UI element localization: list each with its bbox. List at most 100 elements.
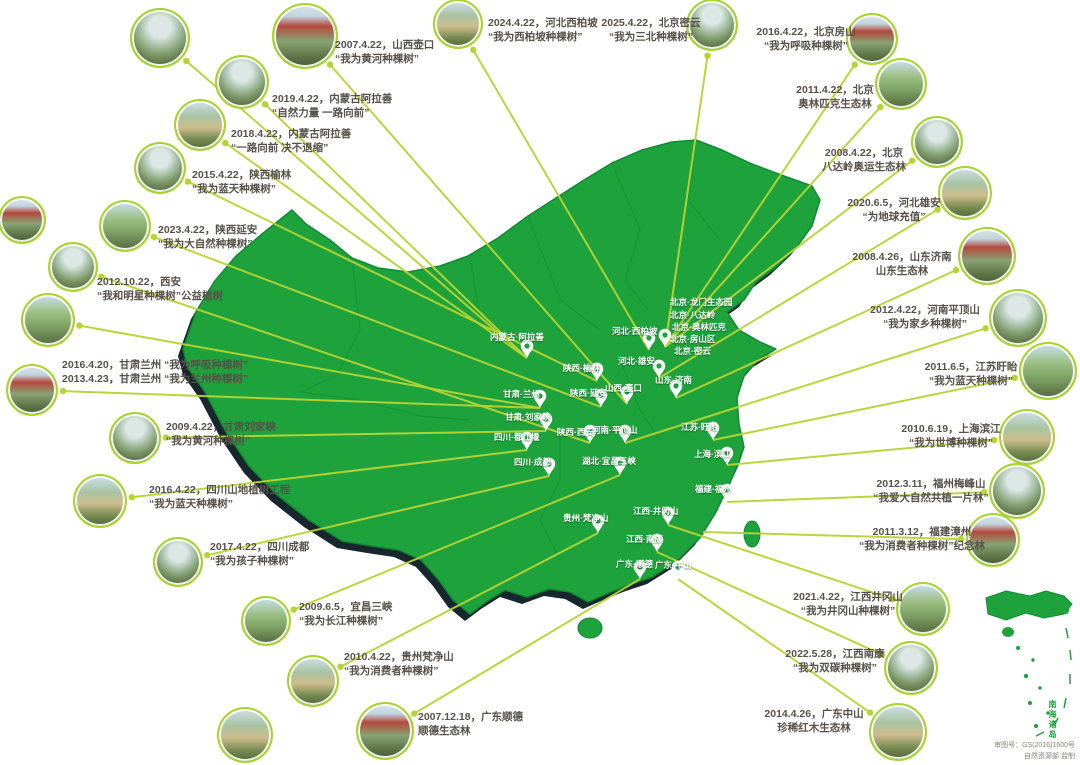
map-producer: 自然资源部 监制 [1024, 753, 1075, 761]
event-photo [134, 142, 186, 194]
event-slogan: 2013.4.23，甘肃兰州 “我为兰州种棵树” [62, 373, 249, 386]
location-pin-dot [673, 383, 679, 389]
location-pin-icon [633, 560, 647, 579]
location-pin-icon [658, 328, 672, 347]
event-photo [0, 196, 46, 244]
location-pin-dot [654, 537, 660, 543]
connector-dot [150, 233, 158, 241]
event-photo [217, 707, 273, 763]
map-location-label: 广东·顺德 [616, 559, 653, 569]
connector-dot [957, 535, 965, 543]
event-date-place: 2023.4.22，陕西延安 [158, 224, 258, 236]
event-slogan: “我为孩子种棵树” [210, 555, 294, 568]
event-photo [911, 116, 963, 168]
map-location-label: 上海·滨江 [694, 449, 731, 459]
connector-line [726, 491, 985, 503]
connector-dot [98, 273, 105, 280]
connector-line [624, 327, 986, 444]
event-label: 2014.4.26，广东中山 珍稀红木生态林 [738, 707, 890, 735]
event-label: 2008.4.22，北京 八达岭奥运生态林 [800, 146, 928, 174]
event-photo [241, 596, 291, 646]
map-location-label: 江西·井冈山 [633, 506, 679, 516]
event-slogan: “我为井冈山种棵树” [800, 605, 896, 618]
event-photo [1019, 342, 1077, 400]
event-date-place: 2020.6.5，河北雄安 [847, 197, 941, 209]
connector-line [340, 532, 599, 668]
event-label: 2015.4.22，陕西榆林 “我为蓝天种棵树” [192, 168, 291, 196]
location-pin-icon [539, 412, 553, 431]
map-location-label: 北京·房山区 [670, 334, 716, 344]
connector-line [712, 376, 1015, 441]
location-pin-dot [524, 435, 530, 441]
event-slogan: “我为大自然种棵树” [158, 238, 253, 251]
connector-line [664, 106, 882, 348]
event-label: 2011.3.12，福建漳州 “我为消费者种棵树”纪念林 [843, 525, 1001, 553]
location-pin-icon [533, 389, 547, 408]
event-photo [686, 0, 738, 51]
event-date-place: 2018.4.22，内蒙古阿拉善 [231, 128, 352, 140]
connector-dot [326, 61, 334, 68]
connector-dot [866, 709, 874, 716]
map-location-label: 福建·福州 [695, 484, 732, 494]
event-slogan: “我为世博种棵树” [909, 437, 993, 450]
event-date-place: 2007.4.22，山西壶口 [335, 39, 435, 51]
event-photo [869, 703, 927, 761]
location-pin-dot [617, 460, 623, 466]
connector-line [264, 103, 528, 359]
event-photo [896, 582, 950, 636]
map-location-label: 广东·中山 [655, 560, 692, 570]
connector-dot [469, 46, 477, 54]
map-location-label: 陕西·榆林 [563, 363, 600, 373]
connector-dot [877, 103, 884, 111]
connector-line [153, 236, 602, 408]
event-label: 2008.4.26，山东济南 山东生态林 [838, 250, 966, 278]
south-china-sea-label: 南海诸岛 [1048, 700, 1057, 740]
event-slogan: “我为消费者种棵树” [344, 665, 439, 678]
event-date-place: 2014.4.26，广东中山 [764, 708, 864, 720]
event-date-place: 2010.4.22，贵州梵净山 [344, 651, 454, 663]
connector-line [664, 55, 709, 348]
location-pin-icon [706, 421, 720, 440]
connector-dot [204, 552, 211, 559]
map-location-label: 北京·奥林匹克 [672, 322, 726, 332]
connector-line [62, 390, 541, 409]
connector-line [677, 578, 871, 714]
event-date-place: 2009.4.22，甘肃刘家峡 [166, 421, 276, 433]
event-photo [999, 409, 1055, 465]
map-approval-number: 审图号：GS(2016)1600号 [994, 742, 1075, 749]
event-label: 2016.4.22，北京房山 “我为呼吸种棵树” [742, 25, 870, 53]
connector-line [656, 551, 883, 656]
location-pin-dot [724, 450, 730, 456]
location-pin-icon [620, 385, 634, 404]
location-pin-icon [720, 483, 734, 502]
connector-line [131, 449, 528, 499]
connector-dot [162, 434, 170, 441]
map-pins [520, 328, 734, 579]
event-slogan: “我为消费者种棵树”纪念林 [859, 540, 985, 553]
map-location-label: 贵州·梵净山 [563, 513, 609, 523]
map-location-label: 甘肃·兰州 [503, 389, 540, 399]
event-label: 2018.4.22，内蒙古阿拉善 “一路向前 决不退缩” [231, 127, 351, 155]
event-photo [6, 364, 58, 416]
event-photo [21, 293, 75, 347]
connector-dot [222, 139, 229, 147]
map-location-label: 山西·壶口 [605, 383, 642, 393]
connector-dot [59, 387, 67, 395]
connector-line [702, 531, 962, 541]
location-pin-icon [661, 506, 675, 525]
event-photo [153, 537, 203, 587]
event-photo [958, 227, 1016, 285]
event-photo [989, 463, 1045, 519]
location-pin-dot [594, 366, 600, 372]
map-location-label: 河南·平顶山 [592, 425, 638, 435]
connector-line [293, 474, 621, 611]
event-slogan: “我为家乡种棵树” [883, 318, 967, 331]
location-pin-dot [675, 564, 681, 570]
event-photo [846, 13, 898, 65]
connector-line [726, 439, 995, 466]
location-pin-dot [595, 518, 601, 524]
event-date-place: 2016.4.22，四川山地植树工程 [149, 484, 291, 496]
location-pin-dot [710, 425, 716, 431]
event-label: 2017.4.22，四川成都 “我为孩子种棵树” [210, 540, 309, 568]
